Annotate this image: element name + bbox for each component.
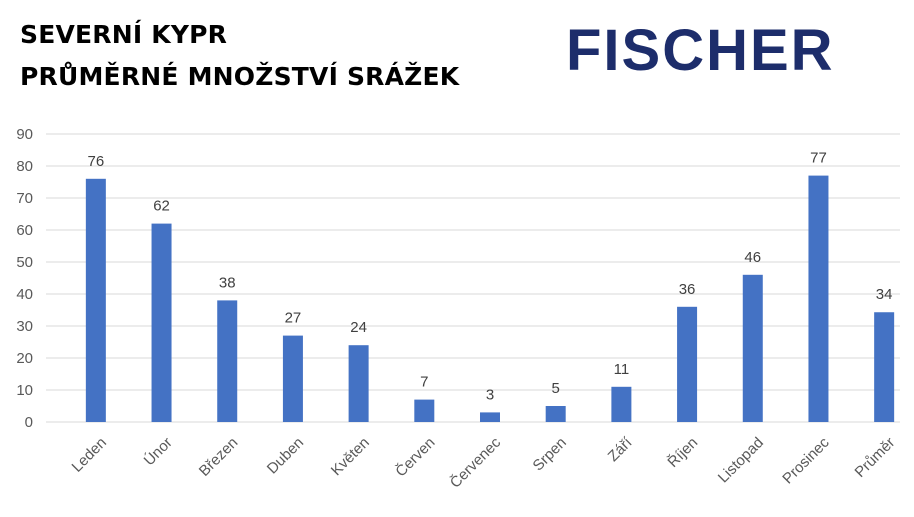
data-label: 3 [486, 386, 494, 403]
x-tick-label: Duben [264, 434, 307, 477]
data-label: 36 [679, 281, 696, 298]
y-tick-label: 50 [16, 254, 33, 271]
x-tick-label: Říjen [664, 434, 701, 471]
data-label: 11 [614, 361, 630, 378]
bar [348, 345, 369, 422]
x-tick-label: Leden [69, 434, 111, 476]
bar [677, 306, 698, 422]
y-tick-label: 90 [16, 126, 33, 143]
bar [808, 175, 829, 422]
x-tick-label: Únor [141, 434, 176, 469]
x-tick-label: Září [605, 434, 636, 465]
data-label: 46 [744, 249, 761, 266]
logo-text: FISCHER [566, 18, 835, 83]
y-tick-label: 20 [16, 350, 33, 367]
y-tick-label: 60 [16, 222, 33, 239]
bars [85, 175, 895, 422]
data-label: 38 [219, 274, 236, 291]
y-tick-label: 30 [16, 318, 33, 335]
bar [151, 223, 172, 422]
bar [282, 335, 303, 422]
bar [611, 386, 632, 422]
data-labels: 76 62 38 27 24 7 3 5 11 36 46 77 34 [88, 150, 893, 404]
data-label: 27 [285, 310, 302, 327]
x-axis-ticks: Leden Únor Březen Duben Květen Červen Červenec… [69, 434, 899, 492]
x-tick-label: Srpen [530, 434, 570, 474]
fischer-logo: FISCHER [566, 20, 900, 82]
x-tick-label: Březen [196, 434, 242, 480]
data-label: 24 [350, 319, 367, 336]
data-label: 7 [420, 374, 428, 391]
y-tick-label: 80 [16, 158, 33, 175]
data-label: 76 [88, 153, 105, 170]
gridlines [46, 133, 900, 423]
bar [217, 300, 238, 422]
x-tick-label: Květen [328, 434, 373, 479]
bar [480, 412, 500, 422]
y-tick-label: 10 [16, 382, 33, 399]
x-tick-label: Červen [392, 434, 438, 480]
chart-title: PRŮMĚRNÉ MNOŽSTVÍ SRÁŽEK [20, 62, 460, 91]
bar [414, 399, 435, 422]
chart-title-region: SEVERNÍ KYPR [20, 20, 228, 49]
bar [874, 312, 895, 422]
bar [545, 406, 566, 422]
bar [742, 274, 763, 422]
x-tick-label: Průměr [852, 434, 899, 481]
data-label: 77 [810, 150, 827, 167]
y-axis-ticks: 0 10 20 30 40 50 60 70 80 90 [16, 126, 33, 431]
y-tick-label: 0 [25, 414, 33, 431]
x-tick-label: Listopad [715, 434, 767, 486]
data-label: 34 [876, 286, 893, 303]
data-label: 5 [552, 380, 560, 397]
chart-title-block: SEVERNÍ KYPR PRŮMĚRNÉ MNOŽSTVÍ SRÁŽEK [20, 14, 459, 98]
data-label: 62 [153, 198, 170, 215]
bar [85, 178, 106, 422]
y-tick-label: 40 [16, 286, 33, 303]
x-tick-label: Červenec [447, 434, 505, 492]
y-tick-label: 70 [16, 190, 33, 207]
x-tick-label: Prosinec [779, 434, 833, 488]
